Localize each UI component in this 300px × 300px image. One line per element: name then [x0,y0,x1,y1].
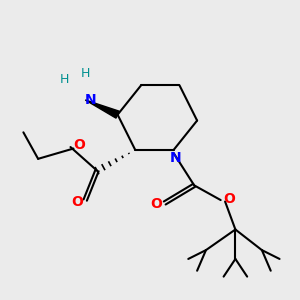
Text: O: O [151,197,162,212]
Text: N: N [170,151,182,165]
Text: H: H [60,73,69,86]
Text: H: H [80,67,90,80]
Text: O: O [71,194,83,208]
Text: O: O [223,192,235,206]
Text: O: O [73,138,85,152]
Text: N: N [85,93,96,107]
Polygon shape [85,100,119,118]
